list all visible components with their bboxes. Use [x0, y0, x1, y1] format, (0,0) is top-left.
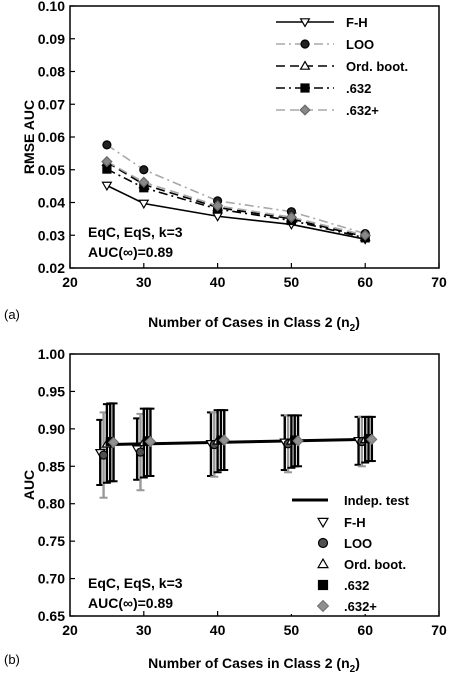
b-x-tick-label: 30: [136, 622, 152, 638]
legend-marker-f-h: [317, 517, 329, 529]
a-x-tick-label: 50: [284, 274, 300, 290]
legend-box-b: [286, 488, 436, 614]
legend-marker-ord-boot: [299, 60, 311, 70]
legend-label-loo: LOO: [344, 536, 372, 551]
legend-label-ord-boot: Ord. boot.: [344, 557, 406, 572]
legend-label-f-h: F-H: [346, 15, 368, 30]
legend-marker-632: [317, 579, 329, 591]
panel-label-b: (b): [4, 652, 20, 667]
annotation-a-line1: EqC, EqS, k=3: [88, 224, 183, 240]
b-x-tick-label: 70: [431, 622, 447, 638]
data-point-loo: [98, 450, 109, 460]
b-y-tick-label: 0.80: [38, 496, 65, 512]
panel-a: 20 30 40 50 60 70 0.02 0.03 0.04 0.05 0.06 0.07 0.08…: [4, 0, 447, 334]
b-x-tick-label: 60: [357, 622, 373, 638]
legend-label-632: .632: [346, 81, 371, 96]
b-x-tick-label: 40: [210, 622, 226, 638]
a-x-tick-label: 20: [62, 274, 78, 290]
legend-label-indep-test: Indep. test: [344, 493, 410, 508]
a-x-tick-label: 60: [357, 274, 373, 290]
b-y-tick-label: 1.00: [38, 346, 65, 362]
panel-label-a: (a): [4, 307, 20, 322]
b-y-tick-label: 0.85: [38, 458, 65, 474]
legend-marker-632: [316, 599, 330, 613]
data-point-f-h: [101, 181, 113, 192]
a-y-tick-label: 0.08: [38, 64, 65, 80]
b-y-tick-label: 0.90: [38, 421, 65, 437]
data-point-632: [211, 200, 224, 212]
legend-a: F-H LOO Ord. boot. .632 .632+: [266, 10, 434, 122]
plot-frame-b: [69, 353, 440, 617]
a-y-tick-label: 0.07: [38, 96, 65, 112]
a-x-tick-label: 70: [431, 274, 447, 290]
a-y-tick-label: 0.03: [38, 227, 65, 243]
y-axis-label-a: RMSE AUC: [21, 100, 37, 174]
x-axis-label-a: Number of Cases in Class 2 (n2): [148, 314, 360, 334]
legend-label-632: .632+: [344, 599, 377, 614]
legend-marker-f-h: [299, 18, 311, 28]
data-point-632: [218, 434, 230, 446]
data-point-632: [107, 436, 120, 448]
b-y-tick-label: 0.70: [38, 571, 65, 587]
a-y-tick-label: 0.06: [38, 129, 65, 145]
legend-b: Indep. test F-H LOO Ord. boot. .632 .632+: [286, 488, 436, 614]
data-point-632: [366, 433, 378, 445]
data-point-632: [359, 229, 371, 241]
b-y-tick-label: 0.65: [38, 608, 65, 624]
b-y-tick-label: 0.95: [38, 383, 65, 399]
legend-marker-ord-boot: [317, 557, 329, 569]
annotation-b-line1: EqC, EqS, k=3: [88, 575, 183, 591]
legend-label-loo: LOO: [346, 37, 374, 52]
a-x-tick-label: 30: [136, 274, 152, 290]
legend-label-f-h: F-H: [344, 515, 366, 530]
b-x-tick-label: 50: [284, 622, 300, 638]
b-y-tick-label: 0.75: [38, 533, 65, 549]
a-y-tick-label: 0.10: [38, 0, 65, 14]
legend-label-632: .632: [344, 578, 369, 593]
a-y-tick-label: 0.02: [38, 260, 65, 276]
annotation-a-line2: AUC(∞)=0.89: [88, 244, 173, 260]
data-point-632: [138, 176, 150, 188]
data-point-632: [101, 155, 113, 168]
legend-marker-632: [299, 104, 311, 116]
panel-b: 20 30 40 50 60 70 0.65 0.70 0.75 0.80 0.85 0.90 0.95…: [4, 346, 447, 675]
a-y-tick-label: 0.09: [38, 31, 65, 47]
a-y-tick-label: 0.05: [38, 162, 65, 178]
data-point-632: [292, 435, 304, 447]
y-axis-label-b: AUC: [21, 470, 37, 500]
legend-label-ord-boot: Ord. boot.: [346, 59, 408, 74]
annotation-b-line2: AUC(∞)=0.89: [88, 595, 173, 611]
x-axis-label-b: Number of Cases in Class 2 (n2): [148, 655, 360, 675]
data-point-loo: [102, 140, 112, 150]
a-x-tick-label: 40: [210, 274, 226, 290]
data-point-f-h: [138, 199, 150, 210]
data-point-632: [144, 435, 157, 448]
legend-marker-loo: [300, 39, 310, 49]
a-y-tick-label: 0.04: [38, 195, 65, 211]
data-point-loo: [135, 447, 146, 457]
b-x-tick-label: 20: [62, 622, 78, 638]
data-point-loo: [139, 165, 149, 175]
legend-marker-loo: [317, 537, 329, 549]
data-point-632: [285, 211, 298, 223]
legend-marker-632: [300, 83, 310, 93]
legend-label-632: .632+: [346, 103, 379, 118]
